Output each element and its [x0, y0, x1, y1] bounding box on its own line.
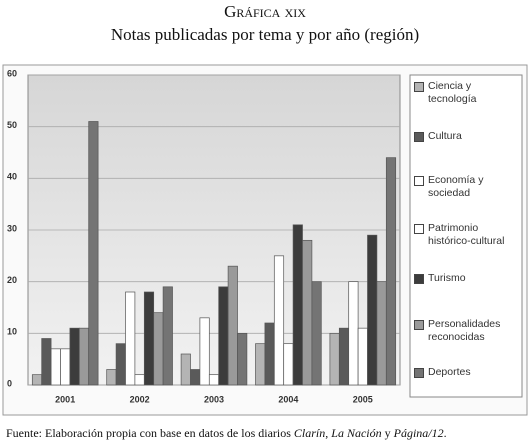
bar — [190, 369, 201, 386]
legend-item: Deportes — [414, 366, 518, 379]
y-tick-label: 0 — [7, 378, 12, 388]
legend-label: Personalidades reconocidas — [428, 318, 501, 343]
bar — [208, 374, 220, 386]
bar — [367, 234, 378, 386]
legend-label: Economía y sociedad — [428, 174, 484, 199]
source-part: Clarín — [294, 426, 325, 440]
bar — [338, 327, 350, 386]
y-tick-label: 50 — [7, 120, 17, 130]
y-tick-label: 20 — [7, 275, 17, 285]
legend-label: Cultura — [428, 130, 462, 142]
bar — [31, 374, 43, 386]
bar — [115, 343, 126, 386]
source-part: Fuente: Elaboración propia con base en d… — [6, 426, 294, 440]
bar — [69, 327, 80, 386]
bar — [153, 312, 164, 386]
bar — [292, 224, 303, 386]
legend-swatch — [414, 320, 424, 330]
bar — [180, 353, 191, 386]
legend-frame — [409, 74, 523, 398]
x-tick-label: 2005 — [353, 394, 373, 404]
bar — [273, 255, 285, 386]
chart-subtitle: Notas publicadas por tema y por año (reg… — [111, 25, 419, 44]
bar — [88, 121, 99, 386]
bar — [385, 157, 397, 386]
x-tick-label: 2002 — [130, 394, 150, 404]
bar — [125, 291, 136, 386]
legend-swatch — [414, 368, 424, 378]
bar — [134, 374, 145, 386]
legend-item: Economía y sociedad — [414, 174, 518, 200]
bar — [218, 286, 229, 386]
y-tick-label: 60 — [7, 68, 17, 78]
bar — [50, 348, 61, 386]
legend-item: Personalidades reconocidas — [414, 318, 518, 344]
legend-label: Patrimonio histórico-cultural — [428, 222, 505, 247]
legend-swatch — [414, 176, 424, 186]
bar — [143, 291, 155, 386]
bar — [264, 322, 275, 386]
y-tick-label: 10 — [7, 327, 17, 337]
legend-label: Ciencia y tecnología — [428, 80, 477, 105]
legend-label: Deportes — [428, 366, 471, 378]
bar — [255, 343, 266, 386]
legend-swatch — [414, 224, 424, 234]
y-tick-label: 40 — [7, 172, 17, 182]
bar — [78, 327, 90, 386]
bar — [227, 265, 238, 386]
y-tick-label: 30 — [7, 223, 17, 233]
bar — [357, 327, 368, 386]
bar — [162, 286, 173, 386]
source-part: Página/12 — [393, 426, 444, 440]
bar — [237, 332, 248, 386]
source-note: Fuente: Elaboración propia con base en d… — [6, 426, 447, 440]
bar — [348, 281, 359, 386]
bar — [376, 281, 387, 386]
bar — [106, 369, 117, 386]
x-tick-label: 2001 — [55, 394, 75, 404]
bar — [311, 281, 322, 386]
x-tick-label: 2003 — [204, 394, 224, 404]
bar — [329, 332, 340, 386]
legend-swatch — [414, 274, 424, 284]
legend-item: Patrimonio histórico-cultural — [414, 222, 518, 248]
legend-label: Turismo — [428, 272, 466, 284]
legend-swatch — [414, 82, 424, 92]
bar — [302, 239, 313, 386]
source-part: , — [325, 426, 331, 440]
legend-item: Cultura — [414, 130, 518, 143]
legend-item: Ciencia y tecnología — [414, 80, 518, 106]
legend-item: Turismo — [414, 272, 518, 285]
legend-swatch — [414, 132, 424, 142]
source-part: La Nación — [330, 426, 381, 440]
bar — [199, 317, 210, 386]
bar — [60, 348, 71, 386]
chart-title: Gráfica xix — [224, 2, 306, 21]
bar — [41, 338, 52, 386]
bar — [283, 343, 294, 386]
source-part: y — [382, 426, 394, 440]
x-tick-label: 2004 — [278, 394, 298, 404]
source-part: . — [444, 426, 447, 440]
